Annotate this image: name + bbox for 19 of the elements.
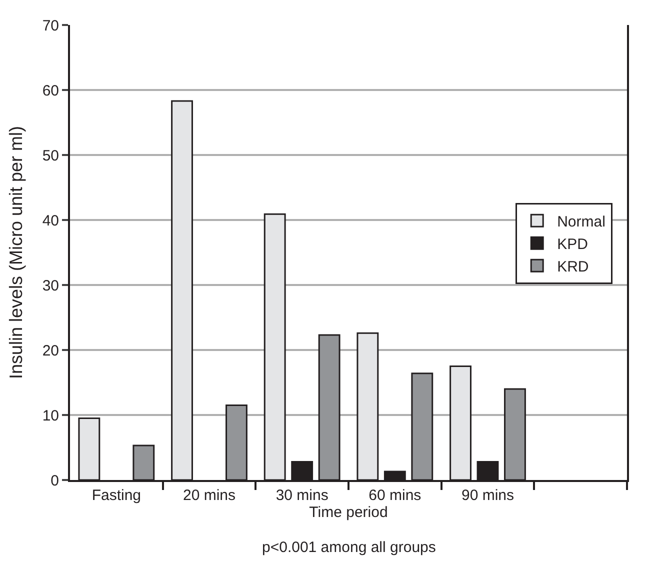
x-tick-label: 90 mins bbox=[461, 487, 514, 504]
y-tick-label: 30 bbox=[42, 277, 59, 294]
x-tick-label: 60 mins bbox=[368, 487, 422, 504]
y-tick-label: 50 bbox=[42, 147, 59, 164]
y-tick-label: 10 bbox=[42, 407, 59, 424]
y-tick-label: 70 bbox=[42, 17, 59, 34]
y-tick-label: 60 bbox=[42, 82, 59, 100]
text: p<0.001 among all groups bbox=[262, 539, 436, 556]
y-tick-label: 20 bbox=[42, 342, 59, 360]
x-tick-label: 20 mins bbox=[182, 487, 236, 504]
y-axis-title: Insulin levels (Micro unit per ml) bbox=[6, 126, 26, 380]
y-tick-label: 40 bbox=[42, 212, 59, 230]
y-tick-label: 0 bbox=[50, 472, 59, 490]
x-tick-label: 30 mins bbox=[276, 487, 328, 504]
x-axis-title: Time period bbox=[309, 504, 388, 521]
legend-label: KRD bbox=[557, 258, 589, 276]
legend-label: Normal bbox=[557, 214, 606, 230]
x-tick-label: Fasting bbox=[92, 487, 142, 504]
legend-label: KPD bbox=[557, 236, 588, 253]
